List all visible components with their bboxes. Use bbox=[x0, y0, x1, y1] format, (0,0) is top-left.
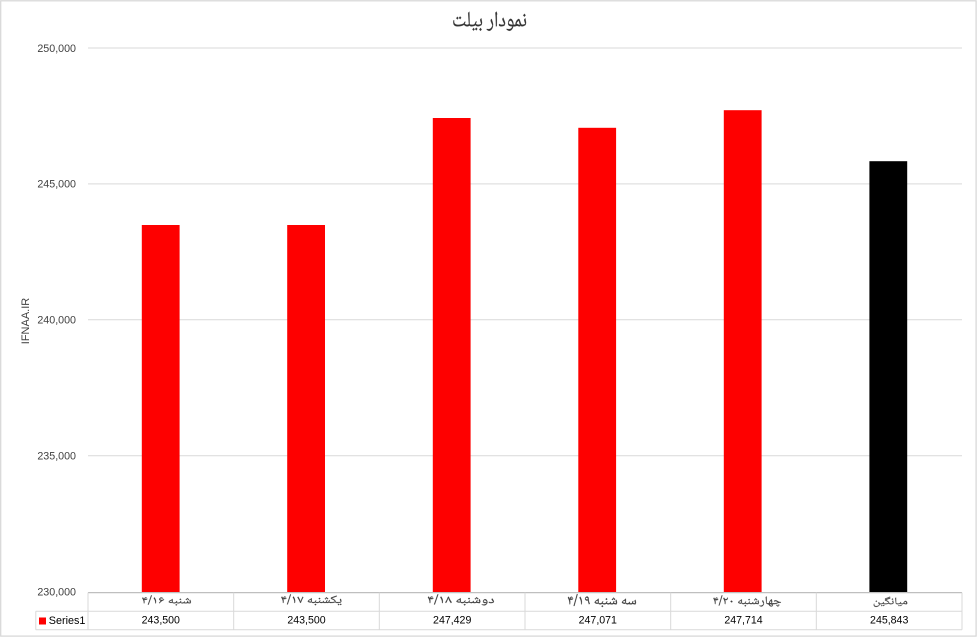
svg-text:230,000: 230,000 bbox=[37, 586, 76, 598]
svg-text:Series1: Series1 bbox=[49, 615, 86, 627]
svg-text:247,429: 247,429 bbox=[433, 614, 471, 626]
svg-text:247,071: 247,071 bbox=[579, 614, 617, 626]
svg-text:247,714: 247,714 bbox=[724, 614, 762, 626]
svg-text:245,000: 245,000 bbox=[37, 179, 76, 191]
svg-text:243,500: 243,500 bbox=[142, 614, 180, 626]
svg-text:240,000: 240,000 bbox=[37, 315, 76, 327]
svg-text:245,843: 245,843 bbox=[870, 614, 908, 626]
svg-text:235,000: 235,000 bbox=[37, 451, 76, 463]
svg-text:250,000: 250,000 bbox=[37, 43, 76, 55]
svg-text:243,500: 243,500 bbox=[287, 614, 325, 626]
svg-text:IFNAA.IR: IFNAA.IR bbox=[20, 298, 32, 345]
